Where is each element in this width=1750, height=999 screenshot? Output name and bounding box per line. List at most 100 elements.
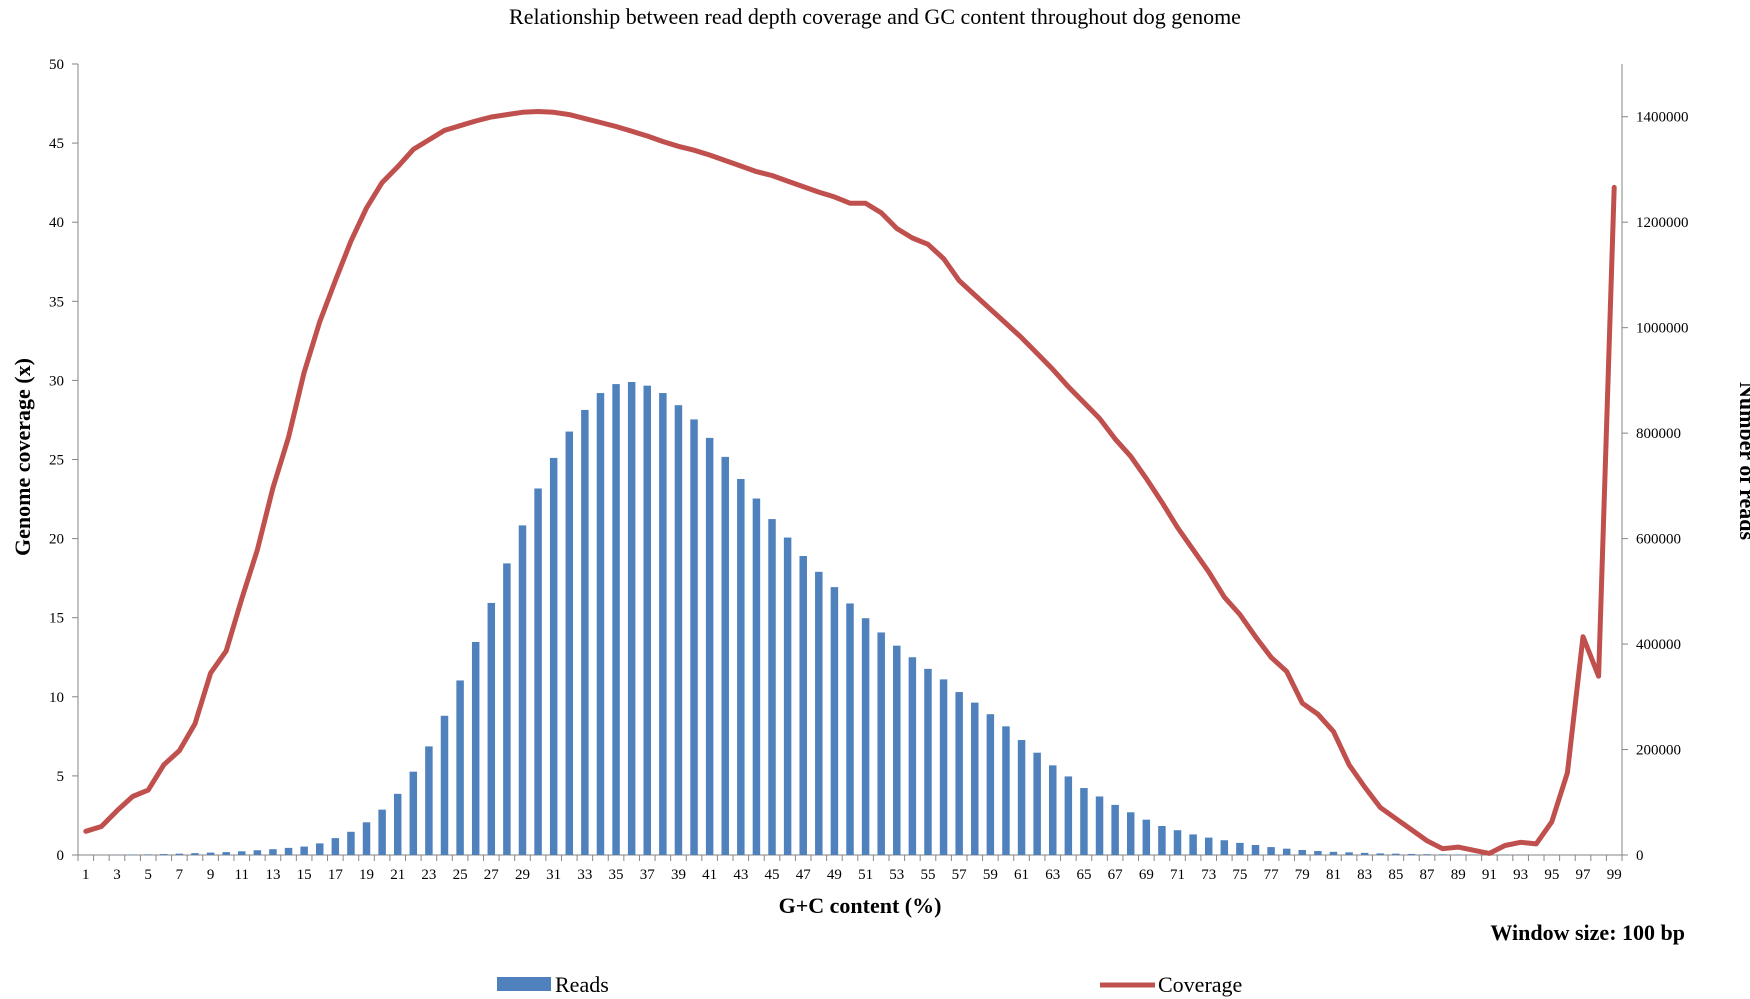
reads-bar — [1438, 854, 1447, 855]
reads-bar — [830, 587, 839, 855]
x-tick-label: 87 — [1420, 867, 1436, 883]
x-tick-label: 19 — [359, 867, 374, 883]
reads-bar — [175, 853, 184, 855]
x-tick-label: 81 — [1326, 867, 1341, 883]
y-right-tick-label: 1000000 — [1636, 321, 1689, 337]
reads-bar — [347, 831, 355, 855]
reads-bar — [409, 771, 418, 855]
reads-bar — [596, 393, 605, 855]
window-size-note: Window size: 100 bp — [1490, 920, 1685, 945]
x-tick-label: 85 — [1388, 867, 1403, 883]
reads-bar — [1064, 776, 1073, 855]
x-tick-label: 25 — [453, 867, 468, 883]
reads-bar — [378, 809, 386, 855]
y-right-tick-label: 1200000 — [1636, 215, 1689, 231]
x-tick-label: 77 — [1264, 867, 1280, 883]
y-right-tick-label: 800000 — [1636, 426, 1681, 442]
reads-bar — [300, 846, 308, 855]
x-tick-label: 71 — [1170, 867, 1185, 883]
reads-bar — [612, 384, 620, 855]
reads-bar — [144, 854, 152, 855]
reads-bar — [690, 419, 698, 855]
x-tick-label: 61 — [1014, 867, 1029, 883]
x-tick-label: 79 — [1295, 867, 1310, 883]
reads-bar — [1080, 788, 1088, 855]
reads-bar — [1111, 804, 1119, 855]
x-tick-label: 67 — [1108, 867, 1124, 883]
reads-bar — [565, 431, 574, 855]
y-right-tick-label: 0 — [1636, 848, 1644, 864]
x-tick-label: 37 — [640, 867, 656, 883]
x-tick-label: 21 — [390, 867, 405, 883]
y-left-tick-label: 10 — [49, 690, 64, 706]
reads-bar — [939, 679, 948, 855]
x-tick-label: 15 — [297, 867, 312, 883]
reads-bar — [1173, 830, 1182, 855]
x-tick-label: 3 — [113, 867, 121, 883]
x-tick-label: 73 — [1201, 867, 1216, 883]
reads-bar — [191, 853, 199, 855]
y-left-tick-label: 25 — [49, 453, 64, 469]
reads-bar — [1158, 825, 1166, 855]
reads-bar — [315, 843, 324, 855]
x-tick-label: 1 — [82, 867, 90, 883]
tick-labels: 0510152025303540455002000004000006000008… — [49, 57, 1689, 883]
x-tick-label: 23 — [421, 867, 436, 883]
reads-bar — [643, 385, 651, 855]
y-axis-left-title: Genome coverage (x) — [10, 358, 35, 556]
reads-bar — [1345, 852, 1353, 855]
reads-bar — [737, 479, 745, 855]
coverage-line — [83, 109, 1617, 856]
x-tick-label: 33 — [577, 867, 592, 883]
y-left-tick-label: 50 — [49, 57, 64, 73]
x-tick-label: 47 — [796, 867, 812, 883]
reads-bar — [222, 852, 230, 855]
legend-label-coverage: Coverage — [1158, 972, 1242, 997]
reads-bar — [160, 854, 168, 855]
y-left-tick-label: 15 — [49, 611, 64, 627]
reads-bar — [1314, 851, 1322, 855]
reads-bar — [581, 409, 589, 855]
x-tick-label: 95 — [1544, 867, 1559, 883]
reads-bar — [1142, 819, 1151, 855]
reads-bar — [393, 793, 402, 855]
reads-bar — [1376, 853, 1385, 855]
y-left-tick-label: 20 — [49, 532, 64, 548]
reads-bar — [503, 563, 511, 855]
reads-bar — [846, 603, 854, 855]
legend-label-reads: Reads — [555, 972, 609, 997]
x-tick-label: 49 — [827, 867, 842, 883]
reads-bar — [1049, 765, 1057, 855]
reads-bar — [1267, 847, 1275, 855]
reads-bar — [893, 645, 901, 855]
x-tick-label: 45 — [765, 867, 780, 883]
y-left-tick-label: 0 — [57, 848, 65, 864]
reads-bar — [487, 602, 496, 855]
y-right-tick-label: 600000 — [1636, 532, 1681, 548]
x-tick-label: 5 — [144, 867, 152, 883]
x-tick-label: 41 — [702, 867, 717, 883]
reads-bar — [924, 668, 932, 855]
x-tick-label: 55 — [920, 867, 935, 883]
reads-bar — [1454, 854, 1462, 855]
x-tick-label: 97 — [1576, 867, 1592, 883]
reads-bar — [1298, 849, 1307, 855]
legend: Reads Coverage — [497, 972, 1242, 997]
reads-bar — [1126, 812, 1135, 855]
reads-bar — [1282, 848, 1291, 855]
reads-bar — [518, 525, 527, 855]
reads-bar — [1189, 834, 1197, 855]
reads-bar — [1407, 853, 1416, 855]
x-tick-label: 89 — [1451, 867, 1466, 883]
reads-bar — [955, 692, 963, 855]
reads-bar — [674, 405, 683, 855]
x-tick-label: 91 — [1482, 867, 1497, 883]
y-left-tick-label: 35 — [49, 294, 64, 310]
x-tick-label: 27 — [484, 867, 500, 883]
reads-bar — [1236, 842, 1244, 855]
x-axis-title: G+C content (%) — [779, 893, 942, 918]
x-tick-label: 93 — [1513, 867, 1528, 883]
reads-bar — [549, 457, 558, 855]
x-tick-label: 39 — [671, 867, 686, 883]
y-axis-right-title: Number of reads — [1735, 382, 1750, 541]
